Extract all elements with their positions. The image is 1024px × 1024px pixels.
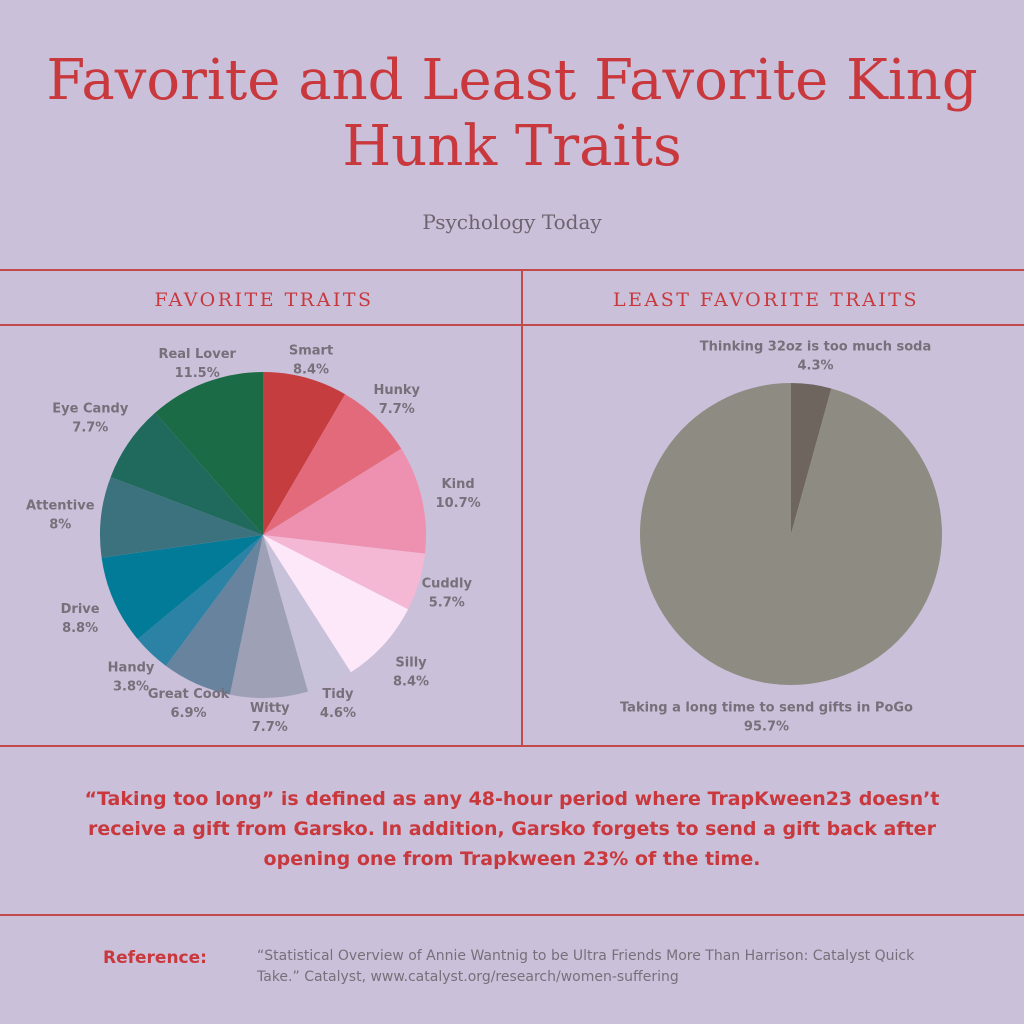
- pie-label-name: Witty: [250, 701, 290, 716]
- pie-slice-eye-candy: [110, 412, 263, 535]
- pie-label-name: Tidy: [322, 687, 354, 702]
- pie-slice-witty: [229, 535, 309, 698]
- pie-label-value: 8.8%: [62, 621, 98, 636]
- pie-label-name: Taking a long time to send gifts in PoGo: [620, 700, 913, 715]
- pie-label-handy: Handy 3.8%: [108, 660, 155, 694]
- pie-label-name: Smart: [289, 343, 333, 358]
- least-favorite-traits-pie-chart: Thinking 32oz is too much soda 4.3% Taking…: [620, 340, 943, 734]
- reference-text: “Statistical Overview of Annie Wantnig t…: [257, 948, 915, 985]
- pie-label-real-lover: Real Lover 11.5%: [158, 347, 236, 381]
- pie-label-name: Hunky: [373, 383, 420, 398]
- pie-slice-smart: [263, 372, 346, 535]
- pie-label-thinking-32oz-is-too-much-soda: Thinking 32oz is too much soda 4.3%: [700, 340, 932, 374]
- pie-slice-silly: [263, 535, 409, 673]
- pie-label-name: Cuddly: [422, 577, 473, 592]
- pie-label-name: Great Cook: [148, 687, 230, 702]
- page-subtitle: Psychology Today: [422, 210, 602, 234]
- pie-slice-drive: [101, 535, 263, 640]
- pie-label-value: 6.9%: [171, 706, 207, 721]
- pie-label-name: Real Lover: [158, 347, 236, 362]
- pie-label-hunky: Hunky 7.7%: [373, 383, 420, 417]
- pie-label-witty: Witty 7.7%: [250, 701, 290, 735]
- pie-slice-taking-a-long-time-to-send-gifts-in-pogo: [640, 383, 943, 685]
- pie-slice-kind: [263, 448, 426, 554]
- pie-slice-great-cook: [165, 535, 263, 695]
- pie-slice-real-lover: [155, 372, 263, 535]
- divider-reference: [0, 914, 1024, 916]
- definition-note: “Taking too long” is defined as any 48-h…: [84, 788, 940, 870]
- pie-label-value: 4.6%: [320, 706, 356, 721]
- pie-label-value: 7.7%: [379, 402, 415, 417]
- pie-label-value: 8.4%: [293, 362, 329, 377]
- pie-label-value: 3.8%: [113, 679, 149, 694]
- pie-label-name: Drive: [61, 602, 100, 617]
- pie-slice-attentive: [99, 477, 263, 558]
- page-title: Favorite and Least Favorite King Hunk Tr…: [46, 48, 978, 179]
- pie-slice-cuddly: [263, 535, 425, 610]
- pie-label-tidy: Tidy 4.6%: [320, 687, 356, 721]
- divider-top: [0, 269, 1024, 271]
- pie-label-silly: Silly 8.4%: [393, 655, 429, 689]
- pie-label-value: 7.7%: [252, 720, 288, 735]
- pie-label-name: Handy: [108, 660, 155, 675]
- pie-label-value: 11.5%: [175, 366, 220, 381]
- divider-charts-bottom: [0, 745, 1024, 747]
- pie-label-cuddly: Cuddly 5.7%: [422, 577, 473, 611]
- pie-label-value: 8.4%: [393, 674, 429, 689]
- pie-label-name: Eye Candy: [52, 401, 129, 416]
- pie-label-value: 7.7%: [72, 420, 108, 435]
- pie-label-value: 10.7%: [436, 496, 481, 511]
- pie-label-name: Thinking 32oz is too much soda: [700, 340, 932, 355]
- pie-slice-tidy: [263, 535, 351, 692]
- pie-label-kind: Kind 10.7%: [436, 477, 481, 511]
- reference-label: Reference:: [103, 948, 207, 968]
- pie-label-value: 4.3%: [797, 359, 833, 374]
- favorite-traits-pie-chart: Smart 8.4% Hunky 7.7% Kind 10.7% Cuddly 5.7% Sil…: [26, 343, 481, 735]
- pie-label-smart: Smart 8.4%: [289, 343, 333, 377]
- pie-label-name: Silly: [395, 655, 427, 670]
- divider-vertical: [521, 270, 523, 746]
- pie-label-value: 5.7%: [429, 596, 465, 611]
- pie-slice-hunky: [263, 394, 402, 535]
- pie-label-value: 8%: [49, 517, 71, 532]
- favorite-traits-title: FAVORITE TRAITS: [154, 289, 374, 311]
- least-favorite-traits-title: LEAST FAVORITE TRAITS: [613, 289, 919, 311]
- pie-slice-thinking-32oz-is-too-much-soda: [791, 383, 832, 534]
- pie-label-eye-candy: Eye Candy 7.7%: [52, 401, 129, 435]
- divider-panel-header: [0, 324, 1024, 326]
- pie-slice-handy: [137, 535, 263, 666]
- pie-label-name: Attentive: [26, 498, 95, 513]
- pie-label-name: Kind: [442, 477, 475, 492]
- pie-label-attentive: Attentive 8%: [26, 498, 95, 532]
- pie-label-taking-a-long-time-to-send-gifts-in-pogo: Taking a long time to send gifts in PoGo…: [620, 700, 913, 734]
- pie-label-value: 95.7%: [744, 719, 789, 734]
- pie-label-great-cook: Great Cook 6.9%: [148, 687, 230, 721]
- pie-label-drive: Drive 8.8%: [61, 602, 100, 636]
